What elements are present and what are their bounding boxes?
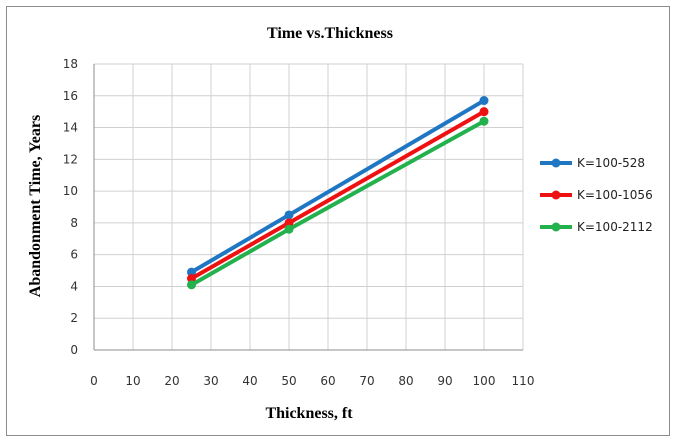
data-point (284, 218, 294, 228)
x-tick-label: 10 (125, 374, 140, 388)
y-tick-label: 6 (70, 248, 78, 262)
y-axis-label: Abandonment Time, Years (27, 115, 44, 297)
series-2 (187, 107, 489, 283)
line-chart: Time vs.Thickness 0 10 20 30 40 50 60 70 80 90 100… (27, 25, 653, 422)
x-tick-label: 60 (320, 374, 335, 388)
data-point (284, 210, 294, 220)
y-tick-label: 12 (63, 152, 78, 166)
y-tick-label: 16 (63, 89, 78, 103)
data-point (187, 280, 196, 290)
y-axis-ticks: 0 2 4 6 8 10 12 14 16 18 (63, 57, 78, 357)
data-point (479, 116, 489, 126)
x-tick-label: 80 (398, 374, 413, 388)
y-tick-label: 4 (70, 279, 78, 293)
legend-swatch-marker (551, 222, 561, 232)
y-tick-label: 14 (63, 121, 78, 135)
x-axis-ticks: 0 10 20 30 40 50 60 70 80 90 100 110 (90, 374, 534, 388)
data-point (479, 96, 489, 106)
data-point (284, 224, 294, 234)
data-point (187, 274, 196, 283)
series-lines (187, 96, 489, 290)
x-tick-label: 90 (437, 374, 452, 388)
x-tick-label: 30 (203, 374, 218, 388)
legend-swatch-marker (551, 158, 561, 168)
legend: K=100-528 K=100-1056 K=100-2112 (540, 156, 653, 234)
series-line (190, 98, 486, 274)
y-tick-label: 8 (70, 216, 78, 230)
x-tick-label: 40 (242, 374, 257, 388)
x-tick-label: 50 (281, 374, 296, 388)
series-1 (187, 96, 489, 277)
chart-frame (6, 6, 670, 436)
legend-swatch-marker (551, 190, 561, 200)
x-tick-label: 110 (512, 374, 535, 388)
data-point (479, 107, 489, 117)
axes (93, 64, 523, 351)
y-tick-label: 10 (63, 184, 78, 198)
x-tick-label: 100 (473, 374, 496, 388)
x-tick-label: 0 (90, 374, 98, 388)
legend-item: K=100-1056 (540, 188, 653, 202)
legend-label: K=100-2112 (577, 220, 653, 234)
x-axis-label: Thickness, ft (265, 405, 353, 422)
legend-label: K=100-1056 (577, 188, 653, 202)
legend-label: K=100-528 (577, 156, 645, 170)
series-3 (187, 116, 489, 290)
series-line (190, 119, 485, 287)
x-tick-label: 70 (359, 374, 374, 388)
y-tick-label: 0 (70, 343, 78, 357)
series-line (190, 109, 485, 281)
data-point (187, 267, 196, 277)
y-tick-label: 2 (70, 311, 78, 325)
legend-item: K=100-2112 (540, 220, 653, 234)
gridlines (94, 63, 524, 350)
legend-item: K=100-528 (540, 156, 645, 170)
chart-title: Time vs.Thickness (267, 25, 393, 42)
y-tick-label: 18 (63, 57, 78, 71)
x-tick-label: 20 (164, 374, 179, 388)
